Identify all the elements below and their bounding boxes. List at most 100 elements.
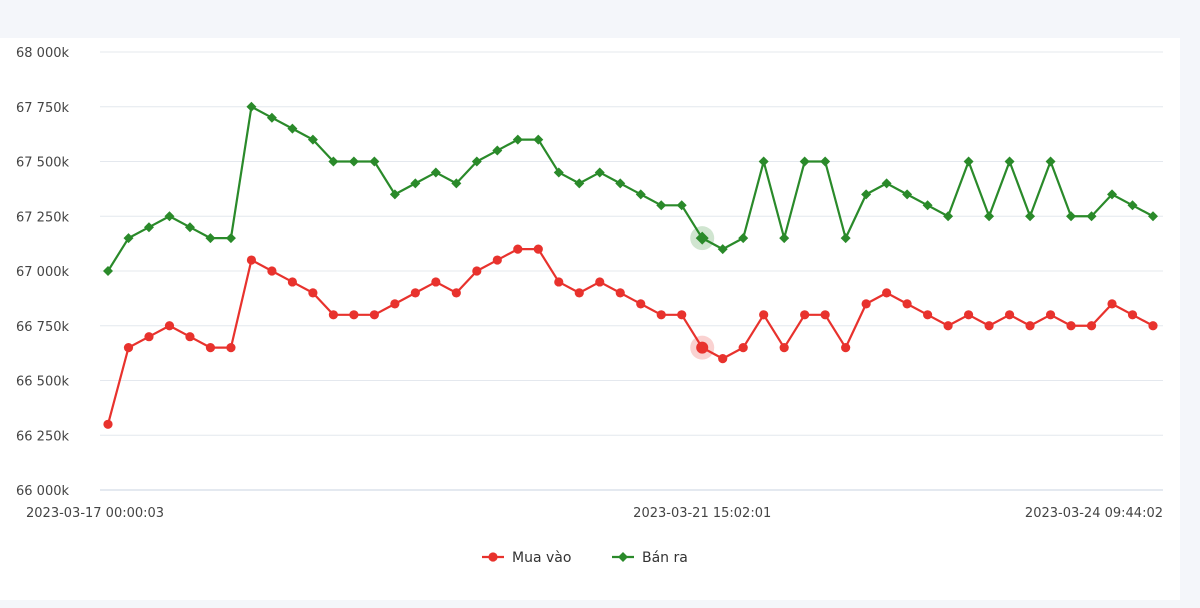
data-point[interactable] — [472, 266, 482, 276]
data-point[interactable] — [595, 277, 605, 287]
legend-item-sell[interactable]: Bán ra — [612, 550, 688, 566]
data-point[interactable] — [656, 310, 666, 320]
data-point[interactable] — [902, 189, 913, 200]
data-point[interactable] — [799, 156, 810, 167]
data-point[interactable] — [574, 178, 585, 189]
data-point[interactable] — [1066, 211, 1077, 222]
data-point[interactable] — [369, 310, 379, 320]
data-point[interactable] — [820, 156, 831, 167]
data-point[interactable] — [267, 266, 277, 276]
data-point[interactable] — [615, 288, 625, 298]
data-point[interactable] — [103, 419, 113, 429]
data-point[interactable] — [574, 288, 584, 298]
data-point[interactable] — [307, 134, 318, 145]
data-point[interactable] — [164, 321, 175, 331]
data-point[interactable] — [1148, 321, 1158, 331]
data-point[interactable] — [328, 156, 339, 167]
data-point[interactable] — [738, 233, 749, 244]
data-point[interactable] — [287, 123, 298, 134]
data-point[interactable] — [143, 222, 154, 233]
data-point[interactable] — [922, 200, 933, 211]
data-point[interactable] — [841, 343, 851, 353]
data-point[interactable] — [349, 310, 359, 320]
data-point[interactable] — [820, 310, 830, 320]
data-point[interactable] — [185, 332, 195, 342]
data-point[interactable] — [390, 299, 400, 309]
data-point[interactable] — [1107, 299, 1117, 309]
data-point[interactable] — [1086, 211, 1097, 222]
data-point[interactable] — [471, 156, 482, 167]
data-point[interactable] — [1004, 310, 1015, 320]
data-point[interactable] — [328, 310, 338, 320]
data-point[interactable] — [451, 288, 461, 298]
data-point[interactable] — [205, 233, 216, 244]
data-point[interactable] — [144, 332, 154, 342]
data-point[interactable] — [677, 310, 687, 320]
data-point[interactable] — [840, 233, 851, 244]
data-point[interactable] — [266, 112, 277, 123]
data-point[interactable] — [656, 200, 667, 211]
data-point[interactable] — [410, 288, 420, 298]
data-point[interactable] — [533, 134, 544, 145]
data-point[interactable] — [226, 343, 236, 353]
data-point[interactable] — [695, 231, 709, 245]
data-point[interactable] — [963, 156, 974, 167]
data-point[interactable] — [554, 277, 564, 287]
data-point[interactable] — [594, 167, 605, 178]
data-point[interactable] — [410, 178, 421, 189]
data-point[interactable] — [943, 211, 954, 222]
data-point[interactable] — [923, 310, 933, 320]
data-point[interactable] — [451, 178, 462, 189]
data-point[interactable] — [718, 354, 728, 364]
chart-legend[interactable]: Mua vào Bán ra — [482, 550, 688, 566]
data-point[interactable] — [984, 321, 994, 331]
data-point[interactable] — [348, 156, 359, 167]
data-point[interactable] — [1025, 321, 1035, 331]
data-point[interactable] — [1045, 156, 1056, 167]
data-point[interactable] — [123, 343, 134, 353]
data-point[interactable] — [963, 310, 974, 320]
data-point[interactable] — [902, 299, 912, 309]
data-point[interactable] — [1148, 211, 1158, 222]
data-point[interactable] — [696, 341, 709, 354]
data-point[interactable] — [184, 222, 195, 233]
data-point[interactable] — [1127, 200, 1138, 211]
data-point[interactable] — [512, 134, 523, 145]
data-point[interactable] — [1045, 310, 1056, 320]
data-point[interactable] — [881, 178, 892, 189]
data-point[interactable] — [1127, 310, 1138, 320]
data-point[interactable] — [225, 233, 236, 244]
data-point[interactable] — [717, 244, 728, 255]
data-point[interactable] — [759, 310, 769, 320]
data-point[interactable] — [676, 200, 687, 211]
data-point[interactable] — [861, 189, 872, 200]
data-point[interactable] — [800, 310, 810, 320]
data-point[interactable] — [123, 233, 134, 244]
data-point[interactable] — [984, 211, 995, 222]
data-point[interactable] — [369, 156, 380, 167]
data-point[interactable] — [1066, 321, 1076, 331]
data-point[interactable] — [246, 255, 257, 265]
data-point[interactable] — [492, 255, 502, 265]
legend-item-buy[interactable]: Mua vào — [482, 550, 571, 566]
data-point[interactable] — [164, 211, 175, 222]
data-point[interactable] — [615, 178, 626, 189]
data-point[interactable] — [861, 299, 871, 309]
data-point[interactable] — [389, 189, 400, 200]
data-point[interactable] — [430, 167, 441, 178]
data-point[interactable] — [943, 321, 953, 331]
data-point[interactable] — [431, 277, 441, 287]
data-point[interactable] — [882, 288, 892, 298]
data-point[interactable] — [492, 145, 503, 156]
data-point[interactable] — [205, 343, 216, 353]
data-point[interactable] — [103, 266, 113, 276]
data-point[interactable] — [636, 299, 646, 309]
data-point[interactable] — [758, 156, 769, 167]
data-point[interactable] — [533, 244, 543, 254]
data-point[interactable] — [779, 343, 789, 353]
data-point[interactable] — [246, 101, 257, 112]
data-point[interactable] — [1004, 156, 1015, 167]
data-point[interactable] — [1107, 189, 1118, 200]
data-point[interactable] — [1025, 211, 1036, 222]
data-point[interactable] — [308, 288, 318, 298]
